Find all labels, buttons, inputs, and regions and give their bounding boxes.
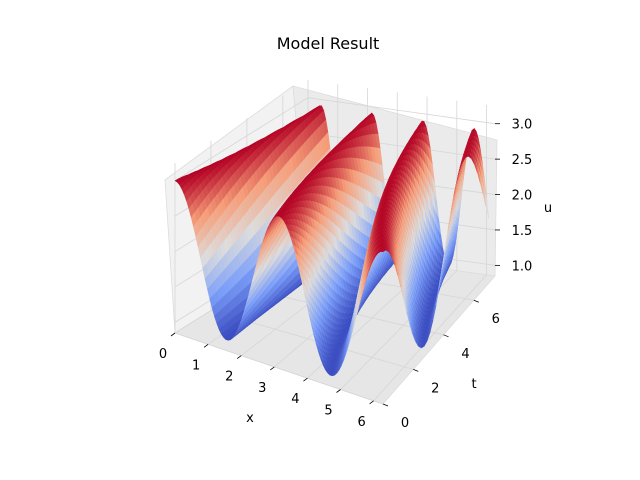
t-tick: [443, 334, 449, 338]
x-axis-label: x: [246, 411, 254, 426]
t-tick-label: 0: [401, 416, 409, 431]
x-tick: [270, 366, 275, 371]
z-tick-label: 1.5: [512, 224, 533, 239]
x-tick-label: 5: [324, 404, 332, 419]
surface-patch: [380, 247, 387, 252]
x-tick-label: 6: [357, 415, 365, 430]
t-tick: [473, 299, 479, 303]
x-tick-label: 2: [225, 370, 233, 385]
z-axis-label: u: [544, 201, 552, 216]
grid-line-z: [174, 97, 496, 182]
z-tick-label: 3.0: [512, 118, 533, 133]
x-tick-label: 3: [258, 381, 266, 396]
t-tick-label: 6: [492, 312, 500, 327]
z-tick-label: 1.0: [512, 259, 533, 274]
z-tick-label: 2.0: [512, 189, 533, 204]
y-axis-label: t: [471, 377, 476, 392]
grid-line-x: [340, 100, 458, 390]
grid-line-x: [373, 104, 487, 402]
axes: 0 1 2 3 4 5 6 0 2 4 6 1.0 1.5 2.0 2.5 3.0: [159, 118, 532, 431]
z-tick-label: 2.5: [512, 153, 533, 168]
x-tick-label: 0: [159, 347, 167, 362]
surface-mesh: [174, 105, 490, 377]
x-tick: [203, 343, 209, 348]
t-tick-label: 4: [461, 347, 469, 362]
x-tick-label: 1: [192, 358, 200, 373]
x-tick: [236, 355, 242, 359]
chart-title: Model Result: [277, 34, 380, 53]
x-tick: [170, 332, 176, 337]
x-tick: [303, 377, 308, 382]
t-tick: [413, 369, 419, 372]
t-tick: [382, 403, 389, 407]
x-tick: [336, 389, 341, 393]
x-tick: [369, 400, 374, 405]
t-tick-label: 2: [431, 381, 439, 396]
x-tick-label: 4: [291, 392, 299, 407]
